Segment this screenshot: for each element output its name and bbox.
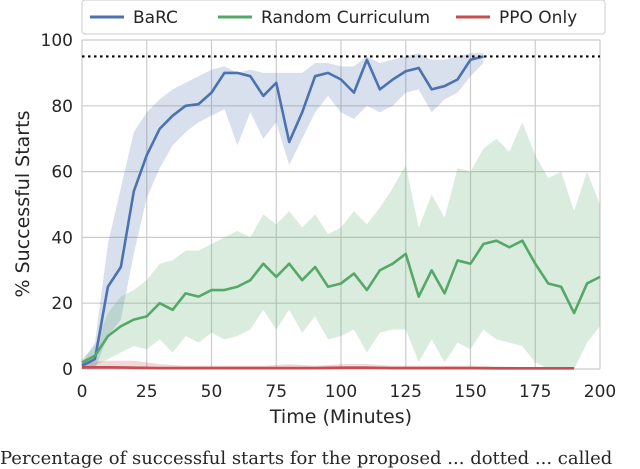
y-tick-label: 100 bbox=[41, 31, 73, 51]
x-tick-label: 0 bbox=[77, 382, 88, 402]
band-barc bbox=[82, 53, 484, 369]
y-tick-labels: 0 20 40 60 80 100 bbox=[41, 31, 73, 380]
x-axis-label: Time (Minutes) bbox=[269, 406, 412, 428]
x-tick-label: 25 bbox=[136, 382, 158, 402]
legend-frame bbox=[81, 0, 606, 35]
y-tick-label: 80 bbox=[51, 97, 73, 117]
x-tick-label: 100 bbox=[325, 382, 357, 402]
y-axis-label: % Successful Starts bbox=[12, 111, 34, 298]
series-line-random-curriculum bbox=[81, 239, 601, 364]
legend-label-barc: BaRC bbox=[133, 8, 178, 28]
series-line-ppo-only bbox=[82, 366, 575, 370]
chart: 0 25 50 75 100 125 150 175 200 0 20 40 60 80 100 Time… bbox=[12, 0, 617, 428]
x-tick-label: 75 bbox=[265, 382, 287, 402]
y-tick-label: 40 bbox=[51, 228, 73, 248]
x-tick-label: 175 bbox=[519, 382, 551, 402]
band-random-curriculum bbox=[82, 122, 600, 369]
series-line-barc bbox=[81, 55, 484, 367]
x-tick-label: 200 bbox=[584, 382, 616, 402]
y-tick-label: 60 bbox=[51, 163, 73, 183]
y-tick-label: 20 bbox=[51, 294, 73, 314]
legend: BaRC Random Curriculum PPO Only bbox=[81, 0, 606, 35]
x-tick-labels: 0 25 50 75 100 125 150 175 200 bbox=[77, 382, 617, 402]
legend-label-random-curriculum: Random Curriculum bbox=[261, 8, 430, 28]
legend-label-ppo-only: PPO Only bbox=[499, 8, 577, 28]
series-lines bbox=[81, 55, 601, 370]
x-tick-label: 125 bbox=[390, 382, 422, 402]
x-tick-label: 150 bbox=[454, 382, 486, 402]
x-tick-label: 50 bbox=[201, 382, 223, 402]
y-tick-label: 0 bbox=[62, 360, 73, 380]
